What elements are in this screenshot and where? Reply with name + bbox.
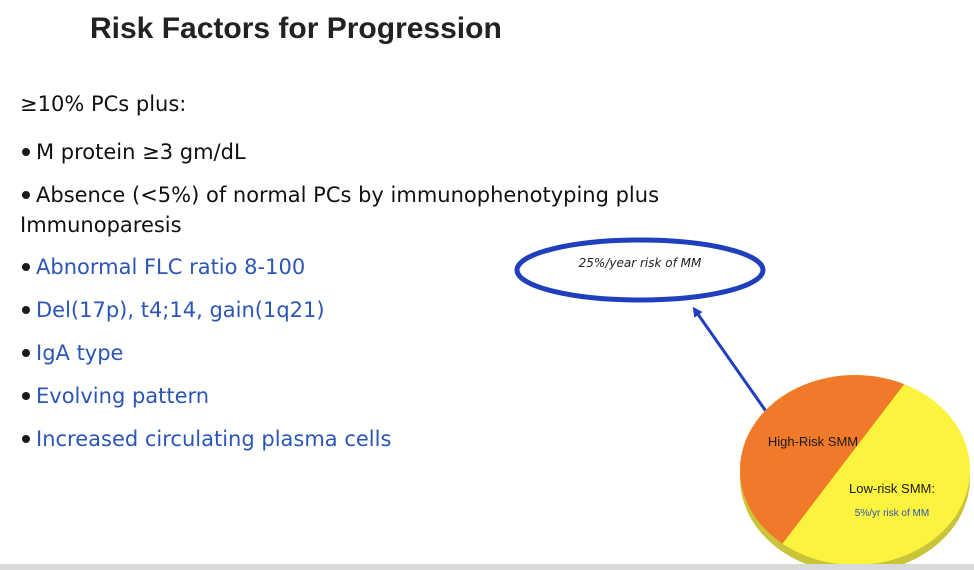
lead-text: ≥10% PCs plus: xyxy=(20,92,187,116)
bullet-text: Increased circulating plasma cells xyxy=(36,427,392,451)
bullet-absence-normal-pcs: Absence (<5%) of normal PCs by immunophe… xyxy=(20,180,780,240)
bullet-text: Evolving pattern xyxy=(36,384,210,408)
bullet-circulating-plasma-cells: Increased circulating plasma cells xyxy=(20,424,780,454)
bullet-text: Abnormal FLC ratio 8-100 xyxy=(36,255,306,279)
bullet-dot-icon xyxy=(22,435,30,443)
risk-factor-list: M protein ≥3 gm/dL Absence (<5%) of norm… xyxy=(20,137,780,467)
bullet-text: IgA type xyxy=(36,341,124,365)
bullet-dot-icon xyxy=(22,392,30,400)
pie-low-risk-label: Low-risk SMM: xyxy=(849,481,935,496)
bullet-dot-icon xyxy=(22,263,30,271)
bullet-text: Absence (<5%) of normal PCs by immunophe… xyxy=(20,180,660,240)
bullet-dot-icon xyxy=(22,148,30,156)
pie-high-risk-label: High-Risk SMM xyxy=(768,434,858,449)
bullet-cytogenetics: Del(17p), t4;14, gain(1q21) xyxy=(20,295,780,325)
pie-low-risk-sublabel: 5%/yr risk of MM xyxy=(855,508,929,519)
bullet-dot-icon xyxy=(22,191,30,199)
bottom-strip xyxy=(0,564,974,570)
bullet-text-line1: Absence (<5%) of normal PCs by immunophe… xyxy=(36,183,660,207)
bullet-m-protein: M protein ≥3 gm/dL xyxy=(20,137,780,167)
bullet-evolving-pattern: Evolving pattern xyxy=(20,381,780,411)
bullet-abnormal-flc: Abnormal FLC ratio 8-100 xyxy=(20,252,780,282)
bullet-iga-type: IgA type xyxy=(20,338,780,368)
bullet-dot-icon xyxy=(22,306,30,314)
slide-title: Risk Factors for Progression xyxy=(90,12,502,45)
bullet-text: Del(17p), t4;14, gain(1q21) xyxy=(36,298,325,322)
bullet-text-line2: Immunoparesis xyxy=(20,213,182,237)
bullet-dot-icon xyxy=(22,349,30,357)
bullet-text: M protein ≥3 gm/dL xyxy=(36,140,246,164)
